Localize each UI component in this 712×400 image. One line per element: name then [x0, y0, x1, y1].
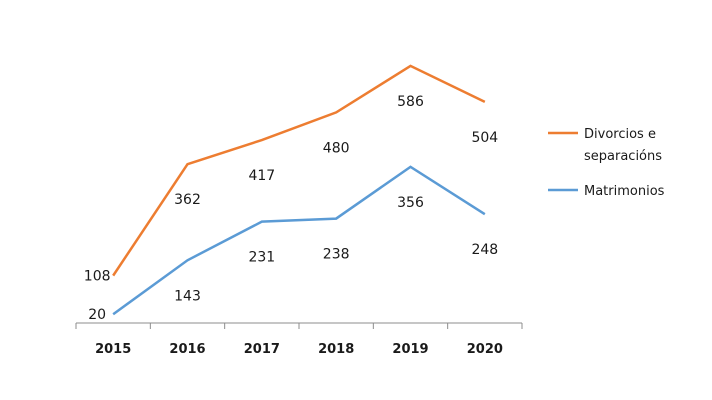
legend-label: Divorcios e: [584, 127, 656, 142]
legend: Divorcios e separacións Matrimonios: [548, 127, 665, 199]
data-label: 480: [323, 140, 350, 156]
data-label: 20: [88, 307, 106, 323]
legend-label: Matrimonios: [584, 184, 665, 199]
data-label: 362: [174, 192, 201, 208]
series-line-0: [112, 64, 486, 277]
x-axis: 2015 2016 2017 2018 2019 2020: [75, 322, 523, 357]
x-tick-label: 2015: [95, 342, 131, 357]
data-label: 417: [248, 168, 275, 184]
data-label: 143: [174, 288, 201, 304]
data-label: 504: [471, 130, 498, 146]
x-tick-label: 2018: [318, 342, 354, 357]
data-labels: 108 362 417 480 586 504 20 143 231 238 356 248: [84, 94, 498, 323]
data-label: 356: [397, 195, 424, 211]
x-tick-label: 2016: [169, 342, 205, 357]
data-label: 248: [471, 242, 498, 258]
data-label: 231: [248, 250, 275, 266]
data-label: 238: [323, 247, 350, 263]
x-tick-label: 2019: [392, 342, 428, 357]
legend-label: separacións: [584, 149, 662, 164]
series-line-1: [112, 165, 486, 316]
data-label: 586: [397, 94, 424, 110]
x-tick-label: 2017: [244, 342, 280, 357]
data-label: 108: [84, 269, 111, 285]
series-group: [112, 64, 486, 316]
x-tick-label: 2020: [467, 342, 503, 357]
